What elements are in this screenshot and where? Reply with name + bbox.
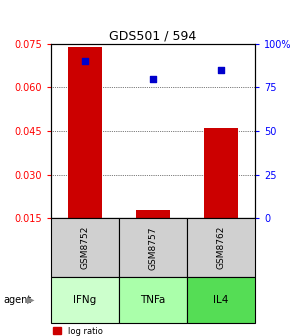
Bar: [136, 210, 170, 218]
Text: IFNg: IFNg: [73, 295, 97, 305]
Bar: [119, 277, 187, 323]
Text: agent: agent: [3, 295, 31, 305]
Point: [219, 67, 223, 73]
Point: [82, 58, 87, 64]
Legend: log ratio, percentile rank within the sample: log ratio, percentile rank within the sa…: [53, 327, 210, 336]
Point: [151, 76, 155, 81]
Bar: [119, 218, 187, 277]
Title: GDS501 / 594: GDS501 / 594: [109, 30, 197, 43]
Bar: [51, 277, 119, 323]
Text: GSM8757: GSM8757: [148, 226, 157, 269]
Bar: [68, 47, 102, 218]
Text: GSM8762: GSM8762: [217, 226, 226, 269]
Text: TNFa: TNFa: [140, 295, 166, 305]
Text: ▶: ▶: [27, 295, 34, 305]
Bar: [187, 277, 255, 323]
Bar: [204, 128, 238, 218]
Bar: [187, 218, 255, 277]
Bar: [51, 218, 119, 277]
Text: GSM8752: GSM8752: [80, 226, 89, 269]
Text: IL4: IL4: [213, 295, 229, 305]
